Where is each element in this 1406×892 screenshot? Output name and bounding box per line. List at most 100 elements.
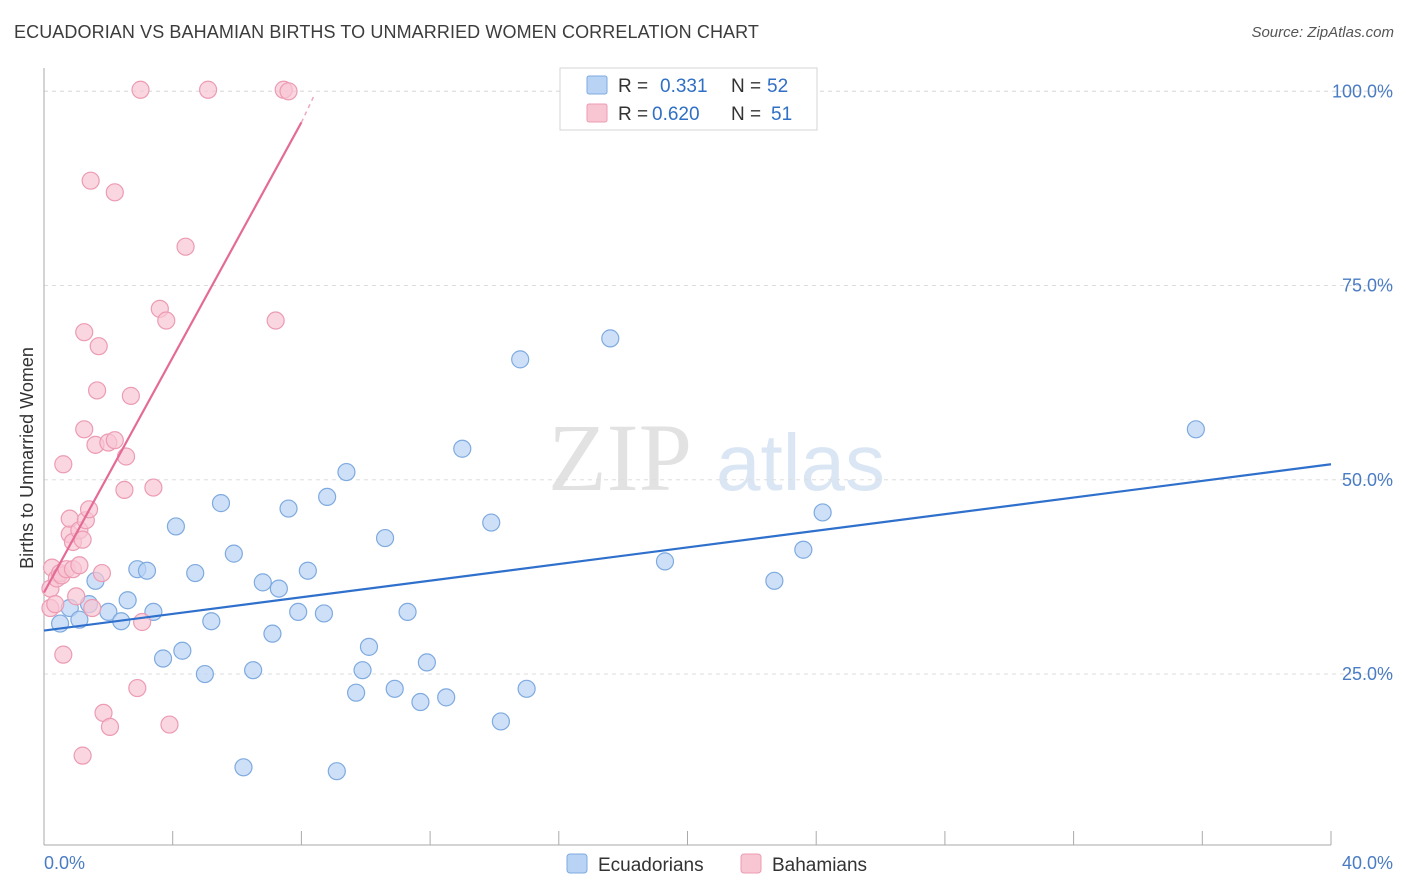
bahamian-point	[176, 237, 195, 256]
bahamian-point	[75, 420, 94, 439]
legend-n-value-bahamians: 51	[771, 104, 792, 125]
bahamian-point	[128, 678, 147, 698]
bottom-legend-label-ecuadorians: Ecuadorians	[598, 855, 704, 876]
bahamian-point	[73, 746, 92, 765]
bottom-legend-swatch-bahamians	[740, 853, 762, 874]
ecuadorian-point	[375, 528, 395, 548]
ecuadorian-point	[263, 624, 282, 643]
watermark-zip: ZIP	[548, 404, 692, 511]
ecuadorian-point	[511, 350, 530, 369]
bahamian-point	[75, 323, 94, 342]
ecuadorian-point	[398, 602, 417, 622]
grid-lines	[44, 90, 1392, 675]
ecuadorian-point	[118, 591, 137, 610]
ecuadorian-point	[211, 494, 231, 513]
bahamian-point	[105, 431, 124, 450]
ecuadorian-point	[491, 712, 510, 731]
series-legend: Ecuadorians Bahamians	[566, 853, 867, 876]
chart-source: Source: ZipAtlas.com	[1251, 24, 1394, 41]
ecuadorian-point	[202, 612, 221, 631]
bahamian-point	[100, 717, 120, 736]
bahamian-point	[70, 556, 89, 575]
ecuadorian-point	[289, 602, 308, 622]
bahamian-point	[266, 311, 285, 330]
watermark-atlas: atlas	[716, 418, 885, 507]
bahamian-point	[105, 183, 124, 202]
legend-swatch-bahamians	[586, 103, 608, 123]
y-tick-label: 100.0%	[1332, 81, 1393, 101]
bahamian-point	[67, 587, 86, 606]
bahamian-point	[83, 598, 102, 618]
ecuadorian-point	[166, 517, 186, 536]
bahamian-point	[160, 715, 179, 734]
watermark: ZIP atlas	[548, 404, 885, 511]
bahamian-point	[198, 80, 218, 99]
bahamian-point	[115, 480, 134, 500]
bahamian-point	[92, 563, 112, 583]
ecuadorian-point	[253, 573, 272, 592]
ecuadorian-point	[318, 487, 337, 507]
legend-r-label: R =	[618, 76, 648, 97]
ecuadorian-point	[813, 503, 832, 522]
ecuadorian-point	[244, 661, 263, 680]
bahamian-point	[54, 645, 73, 664]
bahamian-point	[81, 171, 100, 190]
ecuadorian-point	[1186, 420, 1205, 439]
ecuadorian-point	[137, 561, 157, 580]
legend-n-value-ecuadorians: 52	[767, 76, 788, 97]
ecuadorian-point	[359, 637, 379, 656]
bahamian-point	[144, 478, 163, 497]
ecuadorian-point	[314, 604, 334, 623]
ecuadorian-point	[353, 661, 372, 680]
trend-lines	[43, 94, 1332, 632]
ecuadorian-point	[437, 688, 456, 707]
y-tick-label: 25.0%	[1342, 664, 1393, 684]
ecuadorian-point	[765, 571, 784, 590]
bahamian-point	[157, 311, 176, 330]
bahamian-point	[46, 595, 65, 614]
bottom-legend-label-bahamians: Bahamians	[772, 855, 867, 876]
x-axis-ticks	[43, 831, 1332, 845]
y-tick-label: 50.0%	[1342, 470, 1393, 490]
ecuadorian-point	[186, 563, 205, 583]
legend-n-label: N =	[731, 104, 761, 125]
ecuadorian-point	[70, 610, 89, 629]
bahamian-point	[279, 82, 298, 101]
ecuadorian-point	[655, 552, 675, 571]
ecuadorian-point	[269, 579, 288, 598]
ecuadorian-point	[195, 664, 214, 684]
ecuadorian-point	[224, 544, 243, 563]
bahamian-point	[89, 337, 108, 356]
y-tick-label: 75.0%	[1342, 276, 1393, 296]
x-tick-label-max: 40.0%	[1342, 853, 1393, 873]
ecuadorian-point	[385, 679, 404, 698]
legend-swatch-ecuadorians	[586, 75, 608, 95]
ecuadorian-point	[346, 683, 366, 702]
legend-r-value-ecuadorians: 0.331	[660, 76, 708, 97]
legend-r-value-bahamians: 0.620	[652, 104, 700, 125]
x-tick-label-min: 0.0%	[44, 853, 85, 873]
ecuadorian-trend-line	[43, 463, 1332, 632]
chart-title: ECUADORIAN VS BAHAMIAN BIRTHS TO UNMARRI…	[14, 22, 760, 42]
legend-n-label: N =	[731, 76, 761, 97]
ecuadorian-point	[794, 540, 813, 559]
ecuadorian-point	[327, 762, 346, 781]
ecuadorian-point	[298, 561, 317, 580]
bottom-legend-swatch-ecuadorians	[566, 853, 588, 874]
bahamian-point	[131, 80, 150, 99]
ecuadorian-point	[173, 641, 192, 660]
bahamian-point	[54, 455, 73, 474]
bahamian-trend-line	[43, 121, 303, 594]
bahamian-point	[121, 386, 140, 405]
ecuadorian-point	[337, 462, 356, 482]
bahamian-point	[87, 381, 107, 400]
ecuadorian-point	[517, 679, 536, 698]
ecuadorian-point	[279, 499, 298, 518]
ecuadorian-point	[234, 758, 253, 777]
ecuadorian-point	[417, 653, 436, 672]
y-axis-label: Births to Unmarried Women	[17, 347, 37, 569]
ecuadorian-point	[482, 513, 501, 532]
ecuadorian-point	[601, 329, 620, 348]
ecuadorian-point	[153, 649, 173, 668]
